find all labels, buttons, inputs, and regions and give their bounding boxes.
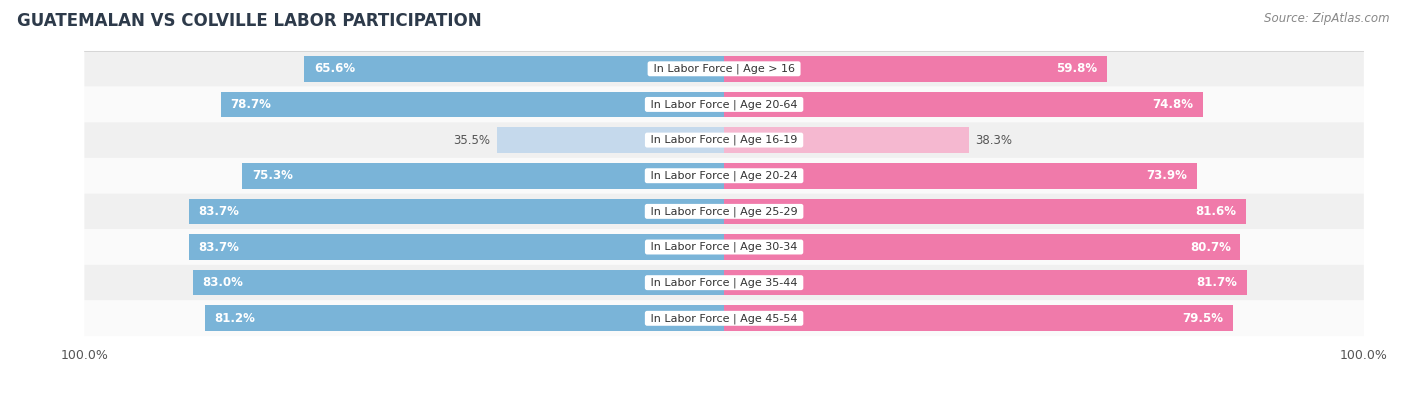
Text: In Labor Force | Age 45-54: In Labor Force | Age 45-54 <box>647 313 801 324</box>
FancyBboxPatch shape <box>84 158 1364 194</box>
Text: In Labor Force | Age 25-29: In Labor Force | Age 25-29 <box>647 206 801 216</box>
Text: 74.8%: 74.8% <box>1152 98 1194 111</box>
Text: In Labor Force | Age 20-64: In Labor Force | Age 20-64 <box>647 99 801 110</box>
FancyBboxPatch shape <box>84 194 1364 229</box>
Bar <box>305 56 724 82</box>
Text: 65.6%: 65.6% <box>314 62 356 75</box>
Bar <box>724 127 969 153</box>
Text: 81.6%: 81.6% <box>1195 205 1236 218</box>
Text: 83.7%: 83.7% <box>198 205 239 218</box>
FancyBboxPatch shape <box>84 265 1364 301</box>
Text: In Labor Force | Age 30-34: In Labor Force | Age 30-34 <box>647 242 801 252</box>
Text: GUATEMALAN VS COLVILLE LABOR PARTICIPATION: GUATEMALAN VS COLVILLE LABOR PARTICIPATI… <box>17 12 481 30</box>
Bar <box>188 199 724 224</box>
FancyBboxPatch shape <box>84 122 1364 158</box>
Text: 75.3%: 75.3% <box>252 169 292 182</box>
Text: 81.7%: 81.7% <box>1197 276 1237 289</box>
Bar <box>221 92 724 117</box>
Text: 59.8%: 59.8% <box>1056 62 1097 75</box>
Bar <box>193 270 724 295</box>
Bar <box>724 199 1246 224</box>
FancyBboxPatch shape <box>84 301 1364 336</box>
Text: 78.7%: 78.7% <box>231 98 271 111</box>
Text: 73.9%: 73.9% <box>1146 169 1187 182</box>
Text: In Labor Force | Age 20-24: In Labor Force | Age 20-24 <box>647 171 801 181</box>
Bar <box>205 305 724 331</box>
Text: 38.3%: 38.3% <box>976 134 1012 147</box>
FancyBboxPatch shape <box>84 87 1364 122</box>
Legend: Guatemalan, Colville: Guatemalan, Colville <box>621 391 827 395</box>
Bar <box>724 163 1197 188</box>
Bar <box>724 234 1240 260</box>
Bar <box>724 305 1233 331</box>
Text: 80.7%: 80.7% <box>1189 241 1230 254</box>
Bar <box>724 92 1202 117</box>
Text: 83.0%: 83.0% <box>202 276 243 289</box>
Bar <box>496 127 724 153</box>
Text: In Labor Force | Age 16-19: In Labor Force | Age 16-19 <box>647 135 801 145</box>
FancyBboxPatch shape <box>84 51 1364 87</box>
Text: In Labor Force | Age 35-44: In Labor Force | Age 35-44 <box>647 277 801 288</box>
Text: Source: ZipAtlas.com: Source: ZipAtlas.com <box>1264 12 1389 25</box>
Bar <box>188 234 724 260</box>
Text: 79.5%: 79.5% <box>1182 312 1223 325</box>
Text: 35.5%: 35.5% <box>454 134 491 147</box>
Text: In Labor Force | Age > 16: In Labor Force | Age > 16 <box>650 64 799 74</box>
Text: 81.2%: 81.2% <box>214 312 254 325</box>
Bar <box>724 56 1107 82</box>
Bar <box>242 163 724 188</box>
Bar <box>724 270 1247 295</box>
FancyBboxPatch shape <box>84 229 1364 265</box>
Text: 83.7%: 83.7% <box>198 241 239 254</box>
